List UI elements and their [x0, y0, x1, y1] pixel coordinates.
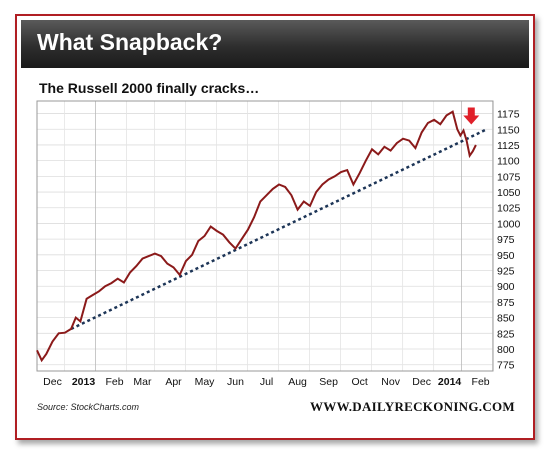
y-tick-label: 925: [497, 266, 515, 278]
x-tick-label: 2013: [72, 376, 96, 388]
y-tick-label: 1000: [497, 218, 521, 230]
y-tick-label: 950: [497, 250, 515, 262]
y-tick-label: 1125: [497, 140, 520, 152]
x-tick-label: Jul: [260, 376, 273, 388]
x-tick-label: Mar: [133, 376, 152, 388]
y-tick-label: 1100: [497, 156, 520, 168]
x-tick-label: Dec: [412, 376, 431, 388]
x-tick-label: Oct: [351, 376, 367, 388]
y-tick-label: 1025: [497, 203, 521, 215]
y-tick-label: 825: [497, 328, 515, 340]
x-tick-label: Sep: [319, 376, 338, 388]
y-tick-label: 775: [497, 360, 515, 372]
x-tick-label: Nov: [381, 376, 400, 388]
chart-subtitle: The Russell 2000 finally cracks…: [39, 80, 260, 96]
y-axis: 775 800 825 850 875 900 925 950 975 1000 1025 1050 1…: [497, 109, 521, 372]
x-tick-label: May: [195, 376, 216, 388]
y-tick-label: 800: [497, 344, 515, 356]
y-tick-label: 1175: [497, 109, 520, 121]
x-axis: Dec 2013 Feb Mar Apr May Jun Jul Aug Sep Oct Nov Dec…: [43, 376, 490, 388]
trend-line: [70, 128, 488, 331]
x-tick-label: Aug: [288, 376, 307, 388]
x-tick-label: Feb: [472, 376, 490, 388]
series-line: [36, 110, 477, 363]
chart-grid: [37, 101, 493, 371]
y-tick-label: 875: [497, 297, 515, 309]
down-arrow-icon: [463, 107, 480, 125]
banner-title: What Snapback?: [37, 29, 223, 55]
y-tick-label: 1050: [497, 187, 521, 199]
y-tick-label: 850: [497, 313, 515, 325]
y-tick-label: 1150: [497, 124, 520, 136]
plot-border: [36, 100, 494, 372]
site-url: WWW.DAILYRECKONING.COM: [310, 399, 515, 414]
y-tick-label: 1075: [497, 171, 521, 183]
x-tick-label: Dec: [43, 376, 62, 388]
y-tick-label: 975: [497, 234, 515, 246]
source-note: Source: StockCharts.com: [37, 402, 140, 412]
chart-frame: What Snapback? The Russell 2000 finally …: [15, 14, 535, 440]
down-arrow-annotation: [463, 107, 480, 125]
x-tick-label: 2014: [438, 376, 462, 388]
banner: What Snapback?: [21, 20, 529, 68]
x-tick-label: Feb: [106, 376, 124, 388]
y-tick-label: 900: [497, 281, 515, 293]
x-tick-label: Jun: [227, 376, 244, 388]
x-tick-label: Apr: [165, 376, 182, 388]
